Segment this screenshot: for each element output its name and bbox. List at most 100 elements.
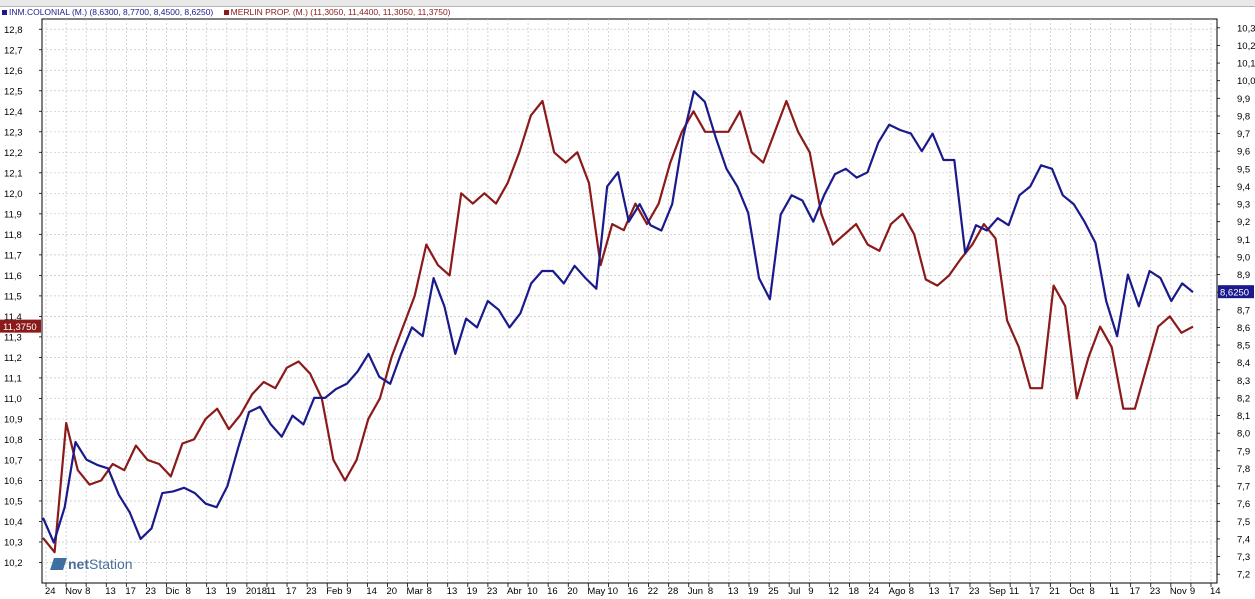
x-tick-label: 13 <box>929 586 940 597</box>
left-y-tick-label: 12,3 <box>4 127 23 138</box>
right-y-tick-label: 8,0 <box>1237 429 1250 440</box>
x-tick-label: 2018 <box>246 586 267 597</box>
left-y-tick-label: 12,0 <box>4 189 23 200</box>
legend-item-merlin[interactable]: MERLIN PROP. (M.) (11,3050, 11,4400, 11,… <box>223 6 451 18</box>
x-tick-label: May <box>587 586 605 597</box>
right-y-tick-label: 9,6 <box>1237 147 1250 158</box>
left-y-tick-label: 11,7 <box>4 250 22 261</box>
legend-item-colonial[interactable]: INM.COLONIAL (M.) (8,6300, 8,7700, 8,450… <box>2 6 213 18</box>
x-tick-label: Nov <box>65 586 82 597</box>
x-tick-label: 22 <box>648 586 659 597</box>
left-y-tick-label: 10,4 <box>4 517 23 528</box>
x-tick-label: Feb <box>326 586 342 597</box>
right-y-tick-label: 8,7 <box>1237 305 1250 316</box>
right-y-tick-label: 9,8 <box>1237 111 1250 122</box>
x-tick-label: 23 <box>969 586 980 597</box>
last-value-tag-colonial <box>1218 285 1254 299</box>
x-tick-label: 20 <box>386 586 397 597</box>
logo-suffix: Station <box>89 556 133 572</box>
x-tick-label: 25 <box>768 586 779 597</box>
series-line-merlin-prop[interactable] <box>42 99 1194 554</box>
left-y-tick-label: 12,4 <box>4 107 23 118</box>
series-line-inm-colonial[interactable] <box>41 90 1194 544</box>
right-y-tick-label: 8,9 <box>1237 270 1250 281</box>
x-tick-label: 8 <box>708 586 713 597</box>
last-value-label-colonial: 8,6250 <box>1220 288 1249 299</box>
x-tick-label: 8 <box>186 586 191 597</box>
x-tick-label: 9 <box>346 586 351 597</box>
left-y-tick-label: 11,2 <box>4 353 22 364</box>
x-tick-label: 9 <box>1190 586 1195 597</box>
x-tick-label: Ago <box>889 586 906 597</box>
left-y-tick-label: 12,5 <box>4 86 23 97</box>
x-tick-label: 11 <box>1110 586 1120 597</box>
x-tick-label: 13 <box>105 586 116 597</box>
x-tick-label: 9 <box>808 586 813 597</box>
x-tick-label: 14 <box>366 586 377 597</box>
x-tick-label: 8 <box>85 586 90 597</box>
right-y-tick-label: 8,5 <box>1237 341 1250 352</box>
right-y-tick-label: 8,2 <box>1237 393 1250 404</box>
x-tick-label: 16 <box>547 586 558 597</box>
right-y-tick-label: 9,5 <box>1237 164 1250 175</box>
x-tick-label: 13 <box>206 586 217 597</box>
x-tick-label: 19 <box>226 586 237 597</box>
x-tick-label: 17 <box>1029 586 1040 597</box>
x-tick-label: 11 <box>266 586 276 597</box>
left-y-tick-label: 12,1 <box>4 168 23 179</box>
x-tick-label: 17 <box>125 586 136 597</box>
x-tick-label: Dic <box>166 586 180 597</box>
left-y-tick-label: 11,3 <box>4 332 22 343</box>
x-tick-label: 10 <box>527 586 538 597</box>
netstation-logo: netStation <box>50 554 133 574</box>
right-y-tick-label: 7,4 <box>1237 534 1250 545</box>
x-tick-label: 8 <box>909 586 914 597</box>
x-tick-label: 13 <box>728 586 739 597</box>
x-tick-label: 23 <box>306 586 317 597</box>
x-tick-label: Sep <box>989 586 1006 597</box>
x-tick-label: 8 <box>427 586 432 597</box>
left-y-tick-label: 12,6 <box>4 66 23 77</box>
right-y-tick-label: 9,4 <box>1237 182 1250 193</box>
legend-label-merlin: MERLIN PROP. (M.) (11,3050, 11,4400, 11,… <box>230 7 451 17</box>
left-y-tick-label: 10,3 <box>4 537 23 548</box>
x-tick-label: 23 <box>145 586 156 597</box>
right-y-tick-label: 8,1 <box>1237 411 1250 422</box>
left-y-tick-label: 11,4 <box>4 312 22 323</box>
left-y-tick-label: 11,9 <box>4 209 22 220</box>
x-tick-label: 20 <box>567 586 578 597</box>
left-y-tick-label: 11,6 <box>4 271 22 282</box>
right-y-tick-label: 7,2 <box>1237 570 1250 581</box>
last-value-tag-merlin <box>0 319 41 333</box>
x-tick-label: 13 <box>447 586 458 597</box>
x-tick-label: 21 <box>1049 586 1060 597</box>
right-y-tick-label: 7,5 <box>1237 517 1250 528</box>
x-tick-label: 23 <box>1150 586 1161 597</box>
left-y-tick-label: 10,9 <box>4 414 23 425</box>
right-y-tick-label: 9,0 <box>1237 252 1250 263</box>
x-tick-label: Nov <box>1170 586 1187 597</box>
right-y-tick-label: 9,2 <box>1237 217 1250 228</box>
logo-prefix: net <box>68 556 89 572</box>
x-tick-label: 23 <box>487 586 498 597</box>
right-y-tick-label: 10,1 <box>1237 59 1255 70</box>
x-tick-label: 28 <box>668 586 679 597</box>
x-tick-label: Jul <box>788 586 800 597</box>
x-tick-label: 17 <box>949 586 960 597</box>
right-y-tick-label: 7,6 <box>1237 499 1250 510</box>
left-y-tick-label: 10,8 <box>4 435 23 446</box>
x-tick-label: 17 <box>1130 586 1141 597</box>
left-y-tick-label: 11,0 <box>4 394 22 405</box>
x-tick-label: 19 <box>467 586 478 597</box>
x-tick-label: 24 <box>45 586 56 597</box>
x-tick-label: 17 <box>286 586 297 597</box>
right-y-tick-label: 8,6 <box>1237 323 1250 334</box>
x-tick-label: 14 <box>1210 586 1221 597</box>
x-tick-label: Mar <box>407 586 423 597</box>
x-tick-label: 18 <box>848 586 859 597</box>
right-y-tick-label: 9,1 <box>1237 235 1250 246</box>
x-tick-label: 12 <box>828 586 839 597</box>
left-y-tick-label: 10,5 <box>4 496 23 507</box>
